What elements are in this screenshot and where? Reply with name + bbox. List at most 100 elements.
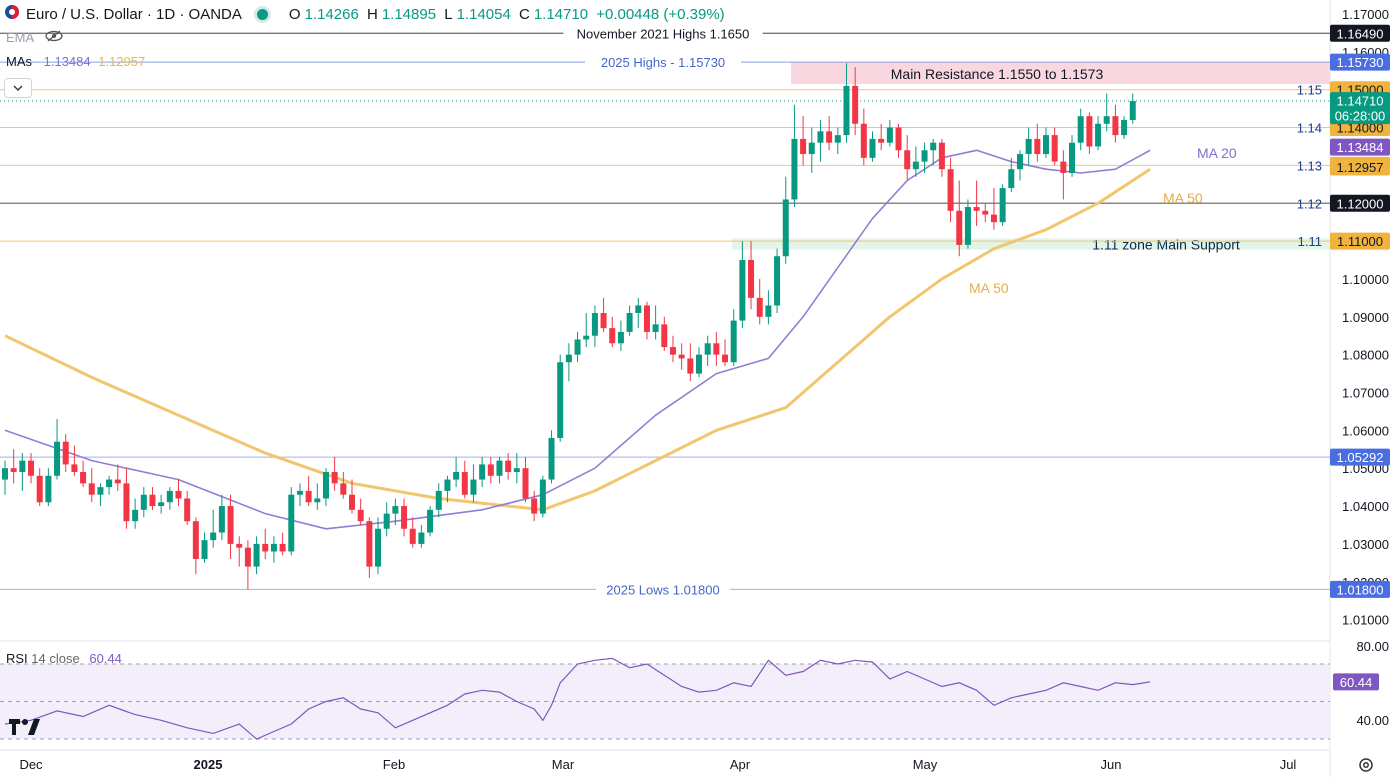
time-tick-label: Dec [19, 757, 43, 772]
candle-body [1051, 135, 1058, 162]
candle-body [704, 343, 711, 355]
candle-body [227, 506, 234, 544]
time-tick-label: Feb [383, 757, 405, 772]
candle-body [453, 471, 460, 480]
candle-body [895, 127, 902, 151]
close-value: 1.14710 [533, 5, 589, 23]
candle-body [349, 494, 355, 510]
price-axis-level-tag-bg [1330, 232, 1390, 250]
candle-body [1008, 169, 1015, 189]
candle-body [791, 138, 798, 200]
price-axis-level-tag-bg [1330, 580, 1390, 598]
level-label: 1.13 [1297, 158, 1322, 173]
candle-body [999, 188, 1006, 223]
price-axis-level-tag-bg [1330, 194, 1390, 212]
candle-body [834, 135, 841, 143]
price-tick-label: 1.17000 [1342, 7, 1389, 22]
candle-body [19, 460, 26, 472]
candle-body [88, 483, 95, 495]
candle-body [314, 498, 321, 503]
price-axis-indicator-tag-countdown: 06:28:00 [1335, 109, 1386, 124]
price-tick-label: 1.01000 [1342, 613, 1389, 628]
candle-body [782, 199, 789, 257]
candle-body [1095, 123, 1102, 147]
price-tick-label: 1.07000 [1342, 386, 1389, 401]
candle-body [600, 313, 607, 329]
candle-body [591, 313, 598, 336]
level-label: 1.12 [1297, 196, 1322, 211]
candle-body [513, 468, 520, 472]
collapse-legend-button[interactable] [4, 78, 32, 98]
candle-body [331, 471, 338, 484]
candle-body [487, 464, 494, 476]
candle-body [2, 468, 8, 480]
symbol-title[interactable]: Euro / U.S. Dollar · 1D · OANDA [26, 5, 242, 23]
candle-body [617, 331, 624, 344]
candle-body [921, 150, 928, 162]
candle-body [80, 471, 87, 484]
price-axis-level-tag: 1.05292 [1337, 450, 1384, 465]
high-value: 1.14895 [381, 5, 437, 23]
candle-body [1043, 135, 1049, 155]
candle-body [1060, 161, 1067, 173]
candle-body [10, 468, 17, 472]
candle-body [565, 354, 572, 363]
candle-body [132, 509, 139, 522]
candle-body [652, 324, 659, 332]
price-axis-level-tag: 1.11000 [1337, 234, 1383, 249]
settings-gear-icon[interactable] [1357, 756, 1375, 779]
candle-body [392, 506, 399, 514]
tradingview-logo [8, 716, 42, 742]
resistance-zone-label: Main Resistance 1.1550 to 1.1573 [891, 66, 1104, 82]
mas-legend[interactable]: MAs 1.13484 1.12957 [6, 54, 146, 69]
candle-body [626, 313, 633, 332]
price-tick-label: 1.03000 [1342, 537, 1389, 552]
price-tick-label: 1.10000 [1342, 272, 1389, 287]
price-axis-level-tag: 1.16490 [1337, 26, 1384, 41]
candle-body [730, 320, 737, 363]
time-tick-label: Mar [552, 757, 575, 772]
open-value: 1.14266 [304, 5, 359, 23]
candle-body [305, 490, 312, 503]
level-label: November 2021 Highs 1.1650 [577, 26, 750, 41]
price-axis-indicator-tag-bg [1330, 138, 1390, 156]
rsi-value-tag-bg [1333, 673, 1379, 691]
candle-body [860, 123, 867, 158]
candle-body [539, 479, 546, 514]
candle-body [886, 127, 893, 143]
ema-legend[interactable]: EMA [6, 30, 63, 45]
candle-body [427, 509, 434, 533]
candle-body [340, 483, 347, 495]
candle-body [218, 506, 225, 533]
time-tick-label: Apr [730, 757, 751, 772]
candle-body [817, 131, 824, 143]
eye-hidden-icon[interactable] [45, 30, 63, 45]
candle-body [210, 532, 217, 541]
candle-body [522, 468, 529, 499]
price-axis-level-tag-bg [1330, 53, 1390, 71]
candle-body [496, 460, 503, 476]
candle-body [852, 85, 859, 124]
candle-body [1129, 101, 1136, 120]
candle-body [123, 483, 130, 522]
candle-body [262, 543, 269, 552]
candle-body [765, 305, 772, 317]
price-axis-level-tag: 1.01800 [1337, 582, 1384, 597]
candle-body [826, 131, 833, 143]
candle-body [774, 256, 781, 306]
candle-body [418, 532, 425, 544]
candle-body [97, 487, 104, 495]
candle-body [1069, 142, 1076, 173]
candle-body [1086, 116, 1093, 147]
candle-body [62, 441, 69, 465]
price-axis-level-tag: 1.12000 [1337, 196, 1384, 211]
ma50-annotation: MA 50 [1163, 190, 1203, 206]
candle-body [687, 358, 694, 374]
market-status-icon [253, 5, 271, 23]
candle-body [36, 475, 43, 503]
rsi-value-tag: 60.44 [1340, 675, 1373, 690]
candle-body [739, 260, 746, 321]
rsi-legend[interactable]: RSI 14 close 60.44 [6, 651, 122, 666]
